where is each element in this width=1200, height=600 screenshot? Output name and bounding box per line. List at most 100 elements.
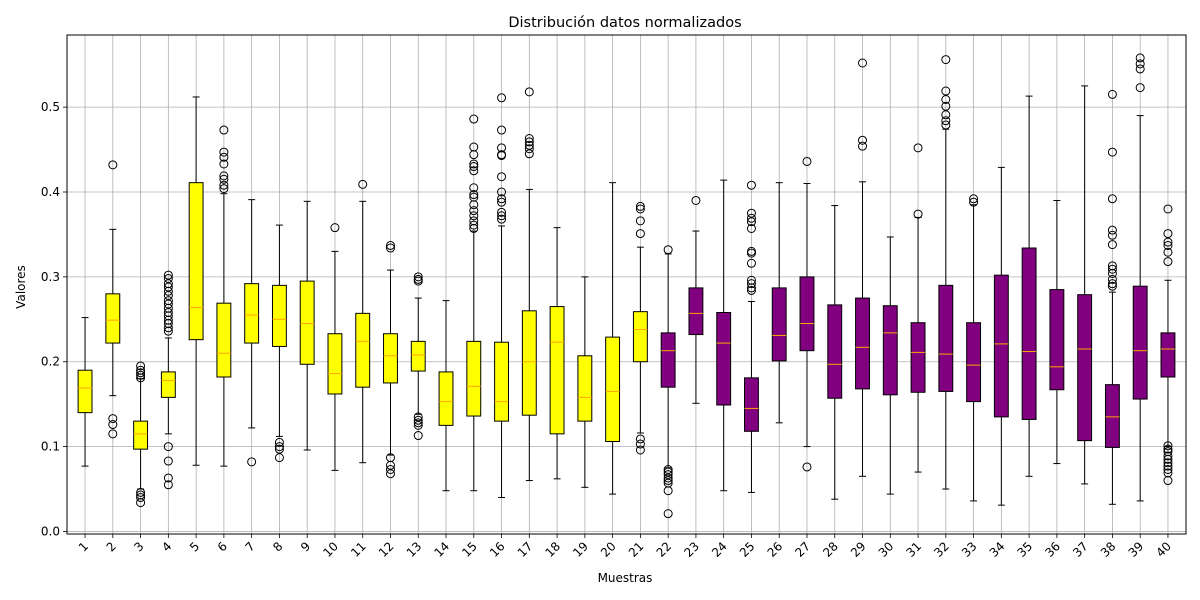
- outlier-point: [219, 159, 229, 169]
- box-body: [494, 341, 509, 422]
- outlier-point: [413, 415, 423, 425]
- outlier-point: [746, 213, 756, 223]
- box-20: [605, 182, 621, 495]
- box-body: [577, 355, 593, 422]
- outlier-point: [663, 473, 673, 483]
- box-body: [688, 287, 704, 336]
- box-22: [660, 245, 676, 519]
- outlier-point: [469, 190, 479, 200]
- outlier-point: [219, 147, 229, 157]
- box-body: [744, 377, 759, 432]
- box-body: [549, 306, 565, 435]
- outlier-point: [802, 462, 812, 472]
- box-body: [466, 340, 482, 417]
- outlier-point: [497, 211, 507, 221]
- outlier-point: [1163, 204, 1173, 214]
- box-30: [882, 236, 898, 495]
- outlier-point: [663, 476, 673, 486]
- outlier-point: [413, 276, 423, 286]
- box-body: [299, 280, 315, 365]
- boxes: [77, 53, 1176, 519]
- outlier-point: [746, 180, 756, 190]
- y-tick-label: 0.3: [41, 270, 60, 284]
- outlier-point: [108, 414, 118, 424]
- outlier-point: [1107, 279, 1117, 289]
- outlier-point: [219, 125, 229, 135]
- outlier-point: [746, 279, 756, 289]
- box-body: [938, 284, 954, 392]
- box-body: [1049, 289, 1065, 391]
- outlier-point: [163, 326, 173, 336]
- outlier-point: [1163, 444, 1173, 454]
- box-33: [966, 194, 982, 502]
- outlier-point: [858, 141, 868, 151]
- outlier-point: [469, 183, 479, 193]
- outlier-point: [746, 223, 756, 233]
- outlier-point: [469, 159, 479, 169]
- outlier-point: [663, 509, 673, 519]
- outlier-point: [163, 473, 173, 483]
- box-body: [160, 371, 176, 398]
- y-axis-label: Valores: [14, 265, 28, 309]
- outlier-point: [274, 442, 284, 452]
- outlier-point: [1107, 194, 1117, 204]
- outlier-point: [469, 223, 479, 233]
- outlier-point: [941, 120, 951, 130]
- box-body: [1104, 384, 1120, 448]
- box-4: [160, 270, 176, 490]
- outlier-point: [274, 437, 284, 447]
- outlier-point: [913, 143, 923, 153]
- outlier-point: [524, 144, 534, 154]
- x-axis-label: Muestras: [598, 571, 653, 585]
- box-body: [799, 276, 815, 352]
- outlier-point: [1163, 454, 1173, 464]
- outlier-point: [524, 137, 534, 147]
- outlier-point: [1107, 147, 1117, 157]
- box-18: [549, 227, 565, 480]
- box-body: [105, 293, 121, 344]
- outlier-point: [858, 135, 868, 145]
- box-body: [1160, 332, 1176, 378]
- outlier-point: [497, 207, 507, 217]
- chart-title: Distribución datos normalizados: [508, 15, 741, 31]
- outlier-point: [802, 156, 812, 166]
- box-body: [771, 287, 787, 362]
- outlier-point: [1163, 458, 1173, 468]
- outlier-point: [663, 486, 673, 496]
- outlier-point: [163, 323, 173, 333]
- box-body: [438, 371, 454, 426]
- outlier-point: [219, 152, 229, 162]
- outlier-point: [635, 216, 645, 226]
- box-26: [771, 182, 787, 424]
- outlier-point: [969, 197, 979, 207]
- box-3: [133, 361, 149, 508]
- outlier-point: [385, 240, 395, 250]
- outlier-point: [497, 151, 507, 161]
- outlier-point: [108, 420, 118, 430]
- box-body: [1077, 294, 1093, 442]
- outlier-point: [1163, 237, 1173, 247]
- box-9: [299, 200, 315, 451]
- outlier-point: [1107, 274, 1117, 284]
- outlier-point: [497, 125, 507, 135]
- outlier-point: [497, 93, 507, 103]
- outlier-point: [469, 206, 479, 216]
- outlier-point: [635, 439, 645, 449]
- box-body: [77, 369, 93, 414]
- box-body: [383, 333, 398, 384]
- outlier-point: [1107, 89, 1117, 99]
- outlier-point: [247, 457, 257, 467]
- box-38: [1104, 89, 1120, 505]
- outlier-point: [136, 498, 146, 508]
- outlier-point: [1163, 461, 1173, 471]
- outlier-point: [691, 195, 701, 205]
- outlier-point: [108, 429, 118, 439]
- outlier-point: [1163, 240, 1173, 250]
- outlier-point: [941, 55, 951, 65]
- box-body: [910, 322, 926, 393]
- outlier-point: [136, 361, 146, 371]
- box-body: [855, 297, 870, 390]
- box-23: [688, 195, 704, 404]
- outlier-point: [274, 453, 284, 463]
